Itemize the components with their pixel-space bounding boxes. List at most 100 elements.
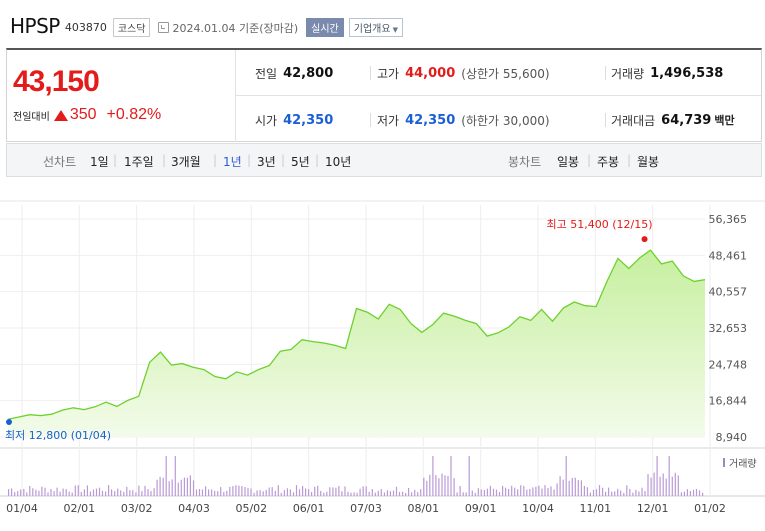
period-1d[interactable]: 1일 <box>90 155 109 169</box>
candle-weekly[interactable]: 주봉 <box>597 155 620 169</box>
prev-close-value: 42,800 <box>283 65 334 81</box>
volume-bar <box>408 488 410 496</box>
volume-bar <box>105 491 107 496</box>
volume-bar <box>402 491 404 496</box>
volume-bar <box>392 490 395 496</box>
volume-bar <box>223 491 225 496</box>
volume-bar <box>641 487 643 496</box>
volume-bar <box>153 488 155 496</box>
volume-bar <box>59 491 61 496</box>
volume-bar <box>314 486 316 496</box>
volume-bar <box>405 493 407 496</box>
volume-bar <box>168 481 170 496</box>
volume-bar <box>489 485 491 496</box>
volume-bar <box>580 480 582 496</box>
line-chart-label: 선차트 <box>43 155 77 169</box>
volume-bar <box>359 488 361 496</box>
volume-bar <box>414 489 416 496</box>
period-1y[interactable]: 1년 <box>223 155 242 169</box>
volume-bar <box>129 490 131 496</box>
x-tick-label: 02/01 <box>63 502 95 515</box>
x-tick-label: 07/03 <box>350 502 382 515</box>
x-tick-label: 06/01 <box>293 502 325 515</box>
divider: | <box>162 153 167 167</box>
volume-bar <box>292 492 295 496</box>
period-3m[interactable]: 3개월 <box>171 155 201 169</box>
volume-bar <box>508 489 510 496</box>
volume-bar <box>150 491 152 496</box>
company-info-button[interactable]: 기업개요 ▼ <box>348 17 403 37</box>
volume-bar <box>395 486 398 496</box>
period-bar: 선차트 1일 | 1주일 | 3개월 | 1년 | 3년 | 5년 | 10년 … <box>6 143 762 177</box>
volume-bar <box>547 487 549 496</box>
x-tick-label: 01/04 <box>6 502 38 515</box>
volume-bar <box>583 485 585 496</box>
high-label: 고가 <box>377 66 400 81</box>
volume-bar <box>611 491 613 496</box>
volume-bar <box>162 477 164 496</box>
volume-bar <box>32 488 34 496</box>
volume-bar <box>226 490 228 496</box>
volume-bar <box>665 478 667 496</box>
volume-bar <box>14 492 16 496</box>
price-line <box>7 249 706 420</box>
volume-bar <box>383 492 385 496</box>
volume-bar <box>308 489 310 496</box>
volume-bar <box>444 475 446 496</box>
volume-bar <box>356 492 358 496</box>
volume-bar <box>244 487 246 496</box>
volume-bar <box>608 487 610 496</box>
volume-bar <box>532 487 534 496</box>
volume-bar <box>198 489 201 496</box>
candle-daily[interactable]: 일봉 <box>557 155 580 169</box>
separator <box>605 66 606 80</box>
volume-bar <box>26 492 28 496</box>
period-10y[interactable]: 10년 <box>325 155 352 169</box>
volume-bar <box>195 489 198 496</box>
volume-bar <box>126 486 128 496</box>
volume-bar <box>577 480 579 496</box>
change-label: 전일대비 <box>13 111 50 123</box>
volume-bar <box>517 489 519 496</box>
volume-bar <box>192 480 195 496</box>
divider: | <box>315 153 320 167</box>
volume-bar <box>214 490 216 496</box>
volume-bar <box>535 486 537 496</box>
volume-legend-label: 거래량 <box>729 458 757 470</box>
volume-bar <box>492 488 495 496</box>
period-3y[interactable]: 3년 <box>257 155 276 169</box>
volume-bar <box>62 488 64 496</box>
current-price-panel: 43,150 전일대비 350 +0.82% <box>7 50 236 142</box>
volume-bar <box>341 491 343 496</box>
volume-bar <box>432 456 434 496</box>
realtime-button[interactable]: 실시간 <box>306 17 344 37</box>
volume-bar <box>565 456 567 496</box>
volume-bar <box>268 487 270 496</box>
period-5y[interactable]: 5년 <box>291 155 310 169</box>
volume-bar <box>498 492 501 496</box>
volume-bar <box>538 485 540 496</box>
volume-bar <box>250 488 252 496</box>
volume-bar <box>229 486 231 496</box>
volume-bar <box>332 487 334 496</box>
volume-label: 거래량 <box>611 66 645 81</box>
volume-bar <box>486 488 488 496</box>
volume-bar <box>65 489 67 496</box>
period-1w[interactable]: 1주일 <box>124 155 154 169</box>
amount-unit: 백만 <box>714 114 735 127</box>
volume-bar <box>138 485 140 496</box>
separator <box>370 66 371 80</box>
stock-header: HPSP 403870 코스닥 2024.01.04 기준(장마감) 실시간 기… <box>10 14 403 38</box>
candle-monthly[interactable]: 월봉 <box>637 155 660 169</box>
volume-bar <box>429 474 431 496</box>
volume-bar <box>183 477 185 496</box>
volume-bar <box>350 492 352 496</box>
volume-bar <box>447 475 449 496</box>
volume-bar <box>541 488 543 496</box>
x-tick-label: 10/04 <box>522 502 554 515</box>
volume-bar <box>689 491 691 496</box>
divider: | <box>247 153 252 167</box>
volume-bar <box>626 485 628 496</box>
y-tick-label: 40,557 <box>709 286 748 299</box>
base-date-suffix: 기준(장마감) <box>238 21 299 35</box>
